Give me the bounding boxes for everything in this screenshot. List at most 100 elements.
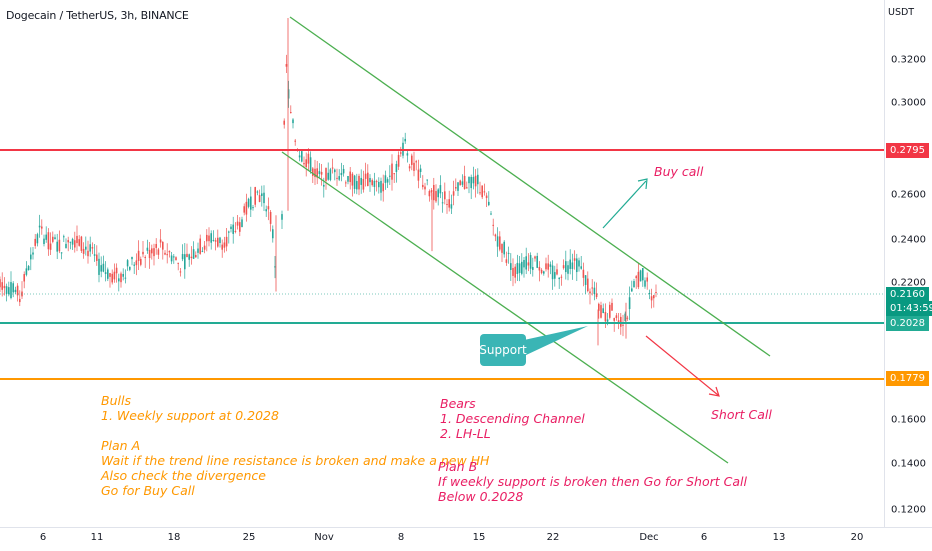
candle-body — [369, 177, 371, 183]
candle-body — [653, 295, 655, 299]
candle-body — [556, 269, 558, 275]
candle-body — [492, 224, 494, 226]
candle-body — [146, 247, 149, 251]
candle-body — [404, 138, 406, 142]
bears-note: Bears 1. Descending Channel 2. LH-LL — [440, 396, 585, 441]
candle-body — [118, 278, 120, 282]
candle-body — [628, 297, 631, 310]
candle-body — [646, 277, 648, 282]
candle-body — [91, 247, 94, 249]
candle-body — [256, 191, 259, 193]
candle-body — [617, 320, 620, 323]
candle-body — [426, 179, 428, 181]
candle-body — [549, 264, 552, 267]
candle-body — [382, 183, 384, 192]
candle-body — [111, 273, 113, 283]
time-axis[interactable] — [0, 527, 932, 551]
candle-body — [43, 238, 45, 245]
candle-body — [164, 252, 166, 255]
candle-body — [303, 163, 305, 165]
candle-body — [386, 179, 389, 183]
time-tick-label: 18 — [167, 532, 181, 543]
candle-body — [351, 173, 354, 186]
candle-body — [633, 281, 635, 288]
candle-body — [100, 265, 102, 272]
candle-body — [441, 202, 444, 204]
candle-body — [168, 250, 171, 253]
channel-lower-line[interactable] — [281, 151, 729, 464]
price-unit-label[interactable]: USDT — [888, 7, 915, 18]
candle-body — [87, 250, 89, 257]
buy-arrow-line — [602, 180, 647, 229]
time-tick-label: 20 — [850, 532, 864, 543]
candle-body — [203, 245, 206, 250]
candle-body — [481, 185, 483, 198]
candle-body — [578, 260, 580, 267]
time-tick-label: Nov — [314, 532, 334, 543]
symbol-title[interactable]: Dogecain / TetherUS, 3h, BINANCE — [6, 9, 189, 22]
candle-body — [52, 236, 54, 242]
candle-body — [587, 278, 589, 292]
candle-body — [323, 184, 325, 187]
candle-body — [384, 175, 387, 183]
candle-body — [483, 191, 486, 193]
candle-body — [38, 225, 41, 228]
candle-body — [155, 244, 157, 248]
candle-body — [644, 280, 646, 287]
time-tick-label: 11 — [90, 532, 104, 543]
last-price-label: 0.2160 — [886, 287, 929, 302]
countdown-label: 01:43:59 — [886, 301, 932, 316]
candle-body — [126, 260, 129, 267]
candle-body — [314, 168, 316, 178]
channel-upper-line[interactable] — [289, 16, 771, 357]
candle-body — [371, 180, 373, 186]
candle-body — [223, 242, 226, 248]
candle-body — [551, 265, 554, 280]
candle-body — [12, 283, 14, 293]
candle-body — [424, 186, 426, 190]
candle-body — [430, 190, 433, 193]
candle-body — [192, 249, 195, 259]
bears-line: Bears — [440, 396, 476, 411]
price-tick-label: 0.3200 — [891, 54, 926, 66]
price-axis[interactable] — [884, 0, 932, 527]
bulls-line: Also check the divergence — [101, 468, 266, 483]
candle-body — [170, 255, 173, 262]
candle-body — [360, 177, 362, 185]
candle-body — [283, 120, 285, 125]
candle-body — [600, 305, 602, 318]
candle-body — [263, 192, 265, 204]
candle-body — [455, 187, 457, 189]
candle-body — [397, 154, 400, 167]
candle-body — [413, 162, 415, 171]
candle-body — [444, 191, 446, 200]
candle-body — [543, 271, 545, 274]
candle-body — [536, 255, 538, 268]
time-tick-label: 22 — [546, 532, 560, 543]
candle-body — [210, 233, 212, 243]
candle-body — [565, 261, 567, 273]
candle-body — [558, 277, 560, 280]
candle-body — [69, 241, 72, 243]
candle-body — [206, 234, 208, 242]
descending-channel[interactable] — [281, 16, 771, 464]
short-arrow-line — [645, 335, 719, 396]
candle-body — [415, 161, 417, 163]
candle-body — [41, 226, 43, 229]
candle-body — [639, 270, 642, 282]
price-chart[interactable] — [0, 0, 884, 527]
candle-body — [338, 176, 340, 180]
candle-body — [199, 238, 201, 254]
support-callout[interactable]: Support — [479, 334, 527, 366]
candle-body — [252, 207, 254, 209]
candle-body — [380, 180, 382, 193]
candle-body — [389, 175, 391, 177]
candle-body — [298, 155, 301, 158]
candle-body — [624, 313, 626, 322]
candle-body — [538, 266, 541, 271]
candle-body — [219, 237, 221, 244]
bears-line: 2. LH-LL — [440, 426, 491, 441]
candle-body — [499, 236, 501, 250]
price-tick-label: 0.3000 — [891, 97, 926, 109]
